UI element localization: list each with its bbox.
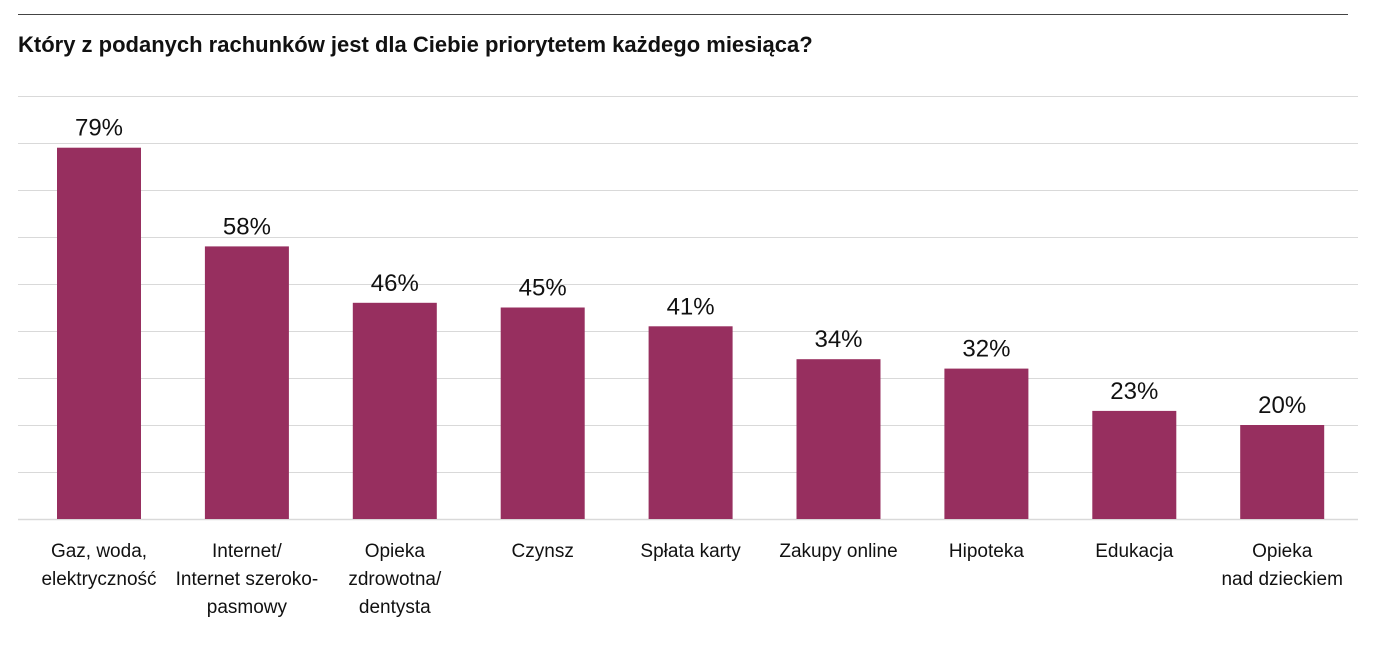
category-label-line: Edukacja (1095, 541, 1174, 562)
data-label: 46% (371, 270, 419, 297)
data-label: 32% (962, 336, 1010, 363)
chart-title: Który z podanych rachunków jest dla Cieb… (18, 32, 813, 57)
category-label-line: Hipoteka (949, 541, 1024, 562)
category-label-line: pasmowy (207, 597, 288, 618)
category-label-line: nad dzieckiem (1221, 569, 1342, 590)
category-label: Internet/Internet szeroko-pasmowy (176, 541, 319, 618)
bar (352, 302, 437, 519)
data-label: 58% (223, 213, 271, 240)
data-label: 45% (519, 275, 567, 302)
category-label: Edukacja (1095, 541, 1174, 562)
category-label-line: Zakupy online (779, 541, 897, 562)
bar (796, 359, 881, 519)
category-label-line: Spłata karty (640, 541, 741, 562)
category-label: Opieka nad dzieckiem (1221, 541, 1342, 590)
bar (500, 307, 585, 519)
data-label: 79% (75, 115, 123, 142)
category-label-line: Opieka (1252, 541, 1313, 562)
category-label: Hipoteka (949, 541, 1024, 562)
bar (1240, 425, 1325, 519)
bar (648, 326, 733, 519)
bar (1092, 410, 1177, 519)
category-label: Gaz, woda, elektryczność (41, 541, 156, 590)
bar (944, 368, 1029, 519)
category-label: Czynsz (512, 541, 574, 562)
category-label: Zakupy online (779, 541, 897, 562)
category-label-line: Czynsz (512, 541, 574, 562)
category-label: Opieka zdrowotna/dentysta (348, 541, 442, 618)
data-label: 41% (667, 293, 715, 320)
category-label-line: Internet szeroko- (176, 569, 319, 590)
bar (57, 147, 141, 519)
category-label-line: dentysta (359, 597, 431, 618)
bar (204, 246, 289, 519)
data-label: 23% (1110, 378, 1158, 405)
category-label-line: Internet/ (212, 541, 282, 562)
category-label-line: Gaz, woda, (51, 541, 147, 562)
data-label: 34% (814, 326, 862, 353)
data-label: 20% (1258, 392, 1306, 419)
top-divider (18, 14, 1348, 15)
category-label-line: elektryczność (41, 569, 156, 590)
category-label: Spłata karty (640, 541, 741, 562)
category-label-line: Opieka (365, 541, 426, 562)
category-label-line: zdrowotna/ (348, 569, 442, 590)
